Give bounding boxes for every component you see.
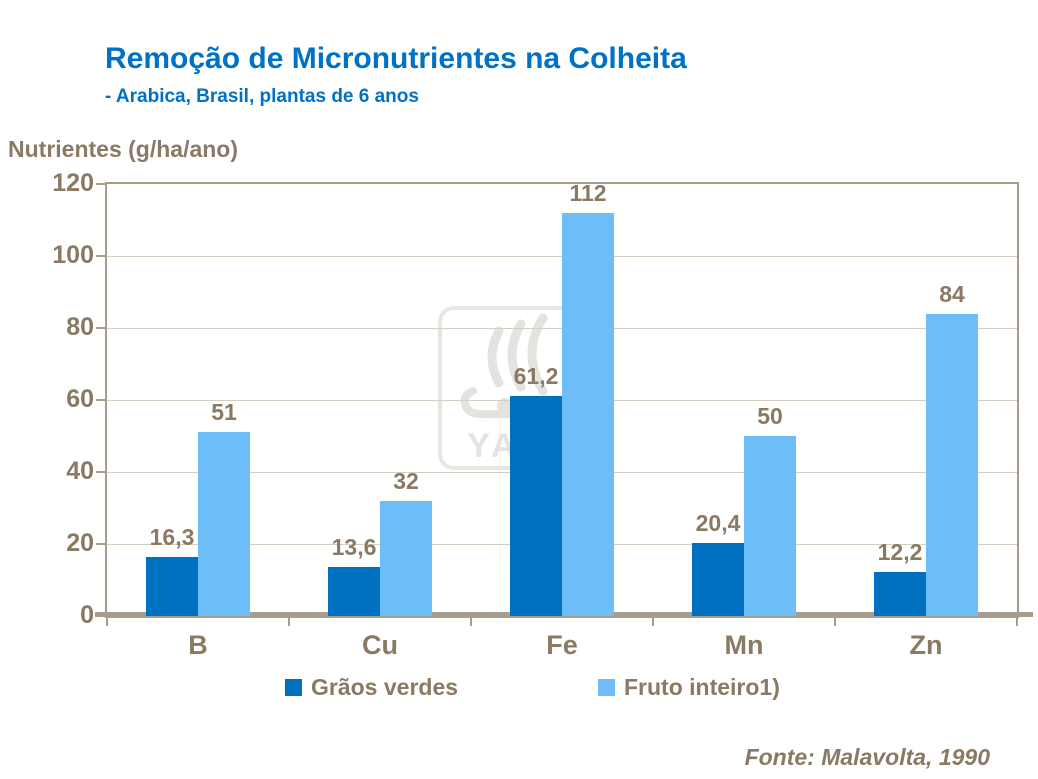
- bar-fruto-inteiro1-zn: [926, 313, 978, 616]
- y-tick-label-80: 80: [66, 313, 94, 341]
- chart-subtitle: - Arabica, Brasil, plantas de 6 anos: [105, 86, 419, 107]
- bar-value-fruto-inteiro1-cu: 32: [393, 467, 419, 494]
- category-label-cu: Cu: [362, 630, 398, 660]
- bar-gr-os-verdes-zn: [874, 572, 926, 616]
- y-tick-mark-80: [96, 327, 107, 329]
- x-tick-mark-2: [470, 617, 472, 626]
- x-tick-mark-1: [288, 617, 290, 626]
- legend-swatch-fruto-inteiro1: [598, 679, 615, 696]
- bar-value-gr-os-verdes-mn: 20,4: [695, 509, 741, 536]
- y-axis-title: Nutrientes (g/ha/ano): [8, 136, 239, 162]
- x-tick-mark-3: [652, 617, 654, 626]
- legend-label-fruto-inteiro1: Fruto inteiro1): [624, 674, 780, 700]
- bar-fruto-inteiro1-b: [198, 432, 250, 616]
- bar-value-gr-os-verdes-zn: 12,2: [877, 539, 923, 566]
- bar-gr-os-verdes-cu: [328, 567, 380, 616]
- y-tick-label-40: 40: [66, 457, 94, 485]
- bar-value-gr-os-verdes-cu: 13,6: [331, 534, 377, 561]
- bar-gr-os-verdes-mn: [692, 542, 744, 616]
- legend-item-gr-os-verdes: Grãos verdes: [285, 674, 458, 701]
- x-tick-mark-5: [1016, 617, 1018, 626]
- legend-swatch-gr-os-verdes: [285, 679, 302, 696]
- category-label-b: B: [188, 630, 208, 660]
- category-label-mn: Mn: [724, 630, 764, 660]
- y-tick-mark-20: [96, 543, 107, 545]
- bar-fruto-inteiro1-cu: [380, 500, 432, 616]
- bar-value-fruto-inteiro1-fe: 112: [569, 179, 607, 206]
- x-tick-mark-0: [106, 617, 108, 626]
- y-tick-label-100: 100: [52, 241, 94, 269]
- y-tick-label-0: 0: [80, 601, 94, 629]
- y-tick-label-120: 120: [52, 169, 94, 197]
- bar-gr-os-verdes-b: [146, 557, 198, 616]
- legend-label-gr-os-verdes: Grãos verdes: [311, 674, 459, 700]
- y-tick-mark-60: [96, 399, 107, 401]
- y-tick-label-20: 20: [66, 529, 94, 557]
- bar-value-fruto-inteiro1-zn: 84: [939, 280, 965, 307]
- bar-value-fruto-inteiro1-mn: 50: [757, 403, 783, 429]
- category-label-fe: Fe: [546, 630, 578, 660]
- bar-gr-os-verdes-fe: [510, 395, 562, 616]
- bar-value-gr-os-verdes-fe: 61,2: [513, 362, 559, 389]
- bar-fruto-inteiro1-fe: [562, 212, 614, 616]
- y-tick-label-60: 60: [66, 385, 94, 413]
- y-tick-mark-40: [96, 471, 107, 473]
- y-tick-mark-100: [96, 255, 107, 257]
- legend-item-fruto-inteiro1: Fruto inteiro1): [598, 674, 780, 701]
- chart-title: Remoção de Micronutrientes na Colheita: [105, 42, 687, 75]
- category-label-zn: Zn: [909, 630, 943, 660]
- bar-value-gr-os-verdes-b: 16,3: [149, 524, 195, 551]
- source-note: Fonte: Malavolta, 1990: [744, 744, 990, 770]
- x-tick-mark-4: [834, 617, 836, 626]
- y-tick-mark-120: [96, 183, 107, 185]
- bar-fruto-inteiro1-mn: [744, 436, 796, 616]
- bar-value-fruto-inteiro1-b: 51: [211, 399, 237, 426]
